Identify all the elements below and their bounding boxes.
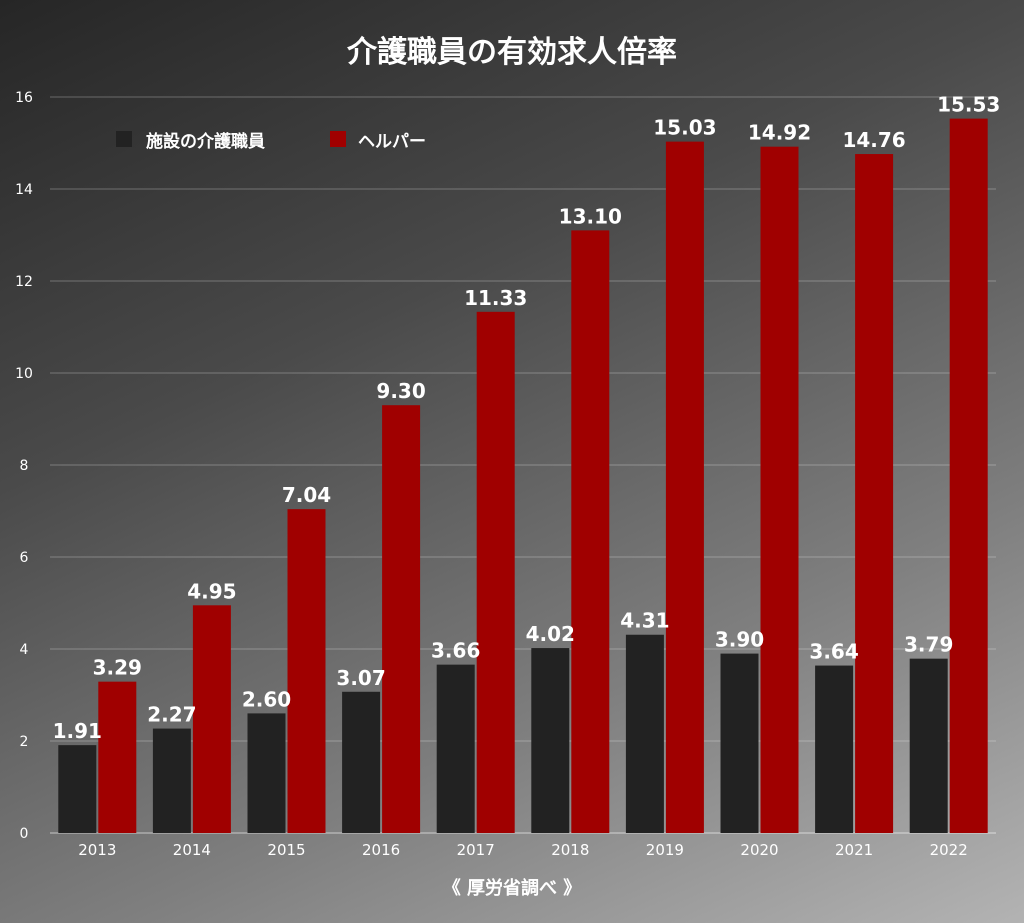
x-tick-label-2019: 2019 — [646, 841, 684, 859]
data-label-helper-2020: 14.92 — [748, 121, 811, 145]
bar-helper-2021 — [855, 154, 894, 834]
bar-helper-2019 — [665, 141, 704, 833]
legend-label-facility-staff: 施設の介護職員 — [146, 131, 265, 152]
data-label-helper-2021: 14.76 — [842, 128, 905, 152]
data-label-facility-staff-2021: 3.64 — [809, 640, 858, 664]
y-tick-label: 14 — [15, 182, 33, 198]
bar-facility-staff-2013 — [58, 745, 97, 833]
data-label-helper-2018: 13.10 — [559, 204, 622, 228]
x-tick-label-2013: 2013 — [78, 841, 116, 859]
data-labels: 1.91 3.292.27 4.95 2.60 7.04 3.07 9.30 3.66 11.3… — [53, 93, 1001, 744]
bar-facility-staff-2021 — [815, 665, 854, 833]
data-label-facility-staff-2018: 4.02 — [526, 622, 575, 646]
bar-helper-2020 — [760, 146, 799, 833]
data-label-facility-staff-2020: 3.90 — [715, 628, 764, 652]
y-tick-label: 16 — [15, 90, 33, 106]
x-tick-label-2022: 2022 — [930, 841, 968, 859]
data-label-helper-2017: 11.33 — [464, 286, 527, 310]
y-tick-label: 10 — [15, 366, 33, 382]
bar-helper-2014 — [192, 605, 231, 833]
source-note: 《 厚労省調べ 》 — [443, 877, 582, 899]
bar-helper-2022 — [949, 118, 988, 834]
y-tick-label: 4 — [20, 642, 29, 658]
data-label-helper-2015: 7.04 — [282, 483, 331, 507]
y-tick-label: 0 — [20, 826, 29, 842]
bar-facility-staff-2022 — [909, 658, 948, 833]
data-label-facility-staff-2014: 2.27 — [147, 703, 196, 727]
bar-helper-2017 — [476, 311, 515, 833]
y-axis: 0 2 4 6 8 10 12 14 16 — [15, 90, 33, 842]
x-tick-label-2016: 2016 — [362, 841, 400, 859]
legend-swatch-facility-staff — [116, 131, 132, 147]
bar-helper-2015 — [287, 509, 326, 833]
x-tick-label-2021: 2021 — [835, 841, 873, 859]
data-label-helper-2016: 9.30 — [376, 379, 425, 403]
y-tick-label: 8 — [20, 458, 29, 474]
data-label-facility-staff-2013: 1.91 — [53, 719, 102, 743]
x-tick-label-2014: 2014 — [173, 841, 211, 859]
data-label-helper-2019: 15.03 — [653, 116, 716, 140]
data-label-facility-staff-2022: 3.79 — [904, 633, 953, 657]
bar-facility-staff-2015 — [247, 713, 286, 833]
bar-facility-staff-2019 — [625, 634, 664, 833]
x-tick-label-2018: 2018 — [551, 841, 589, 859]
x-tick-label-2015: 2015 — [267, 841, 305, 859]
bar-facility-staff-2017 — [436, 664, 475, 833]
x-tick-label-2020: 2020 — [740, 841, 778, 859]
x-axis: 2013 2014 2015 2016 2017 2018 2019 2020 2021 2022 — [78, 841, 968, 859]
y-tick-label: 2 — [20, 734, 29, 750]
data-label-facility-staff-2015: 2.60 — [242, 687, 291, 711]
data-label-helper-2022: 15.53 — [937, 93, 1000, 117]
bar-helper-2018 — [571, 230, 610, 833]
bar-facility-staff-2020 — [720, 653, 759, 833]
x-tick-label-2017: 2017 — [457, 841, 495, 859]
bars — [58, 118, 988, 834]
bar-facility-staff-2018 — [531, 648, 570, 833]
y-tick-label: 6 — [20, 550, 29, 566]
data-label-helper-2014: 4.95 — [187, 579, 236, 603]
chart-title: 介護職員の有効求人倍率 — [346, 35, 677, 70]
bar-facility-staff-2014 — [152, 728, 191, 833]
legend-swatch-helper — [330, 131, 346, 147]
bar-facility-staff-2016 — [342, 691, 381, 833]
data-label-facility-staff-2019: 4.31 — [620, 609, 669, 633]
legend: 施設の介護職員 ヘルパー — [116, 131, 426, 152]
bar-helper-2016 — [382, 405, 421, 833]
bar-helper-2013 — [98, 681, 137, 833]
data-label-facility-staff-2017: 3.66 — [431, 639, 480, 663]
data-label-helper-2013: 3.29 — [93, 656, 142, 680]
data-label-facility-staff-2016: 3.07 — [336, 666, 385, 690]
legend-label-helper: ヘルパー — [358, 132, 426, 152]
y-tick-label: 12 — [15, 274, 33, 290]
